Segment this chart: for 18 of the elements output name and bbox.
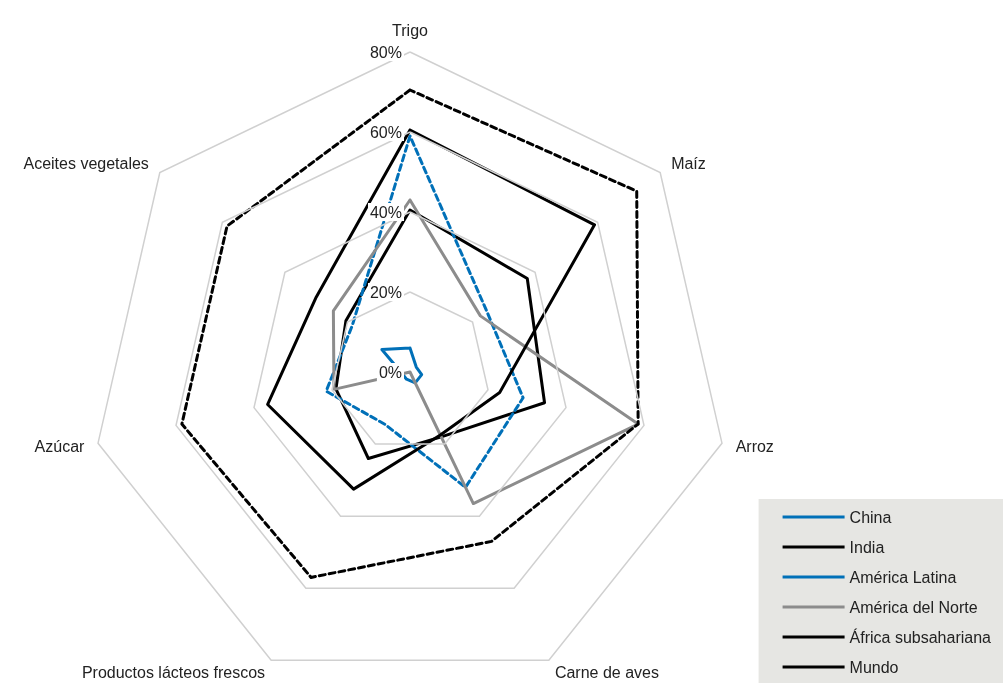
spoke-label: Aceites vegetales: [23, 155, 149, 173]
spoke-label: Productos lácteos frescos: [81, 664, 266, 682]
legend-label: África subsahariana: [849, 627, 992, 646]
legend-label: América Latina: [849, 568, 957, 586]
y-tick-label: 0%: [378, 363, 402, 381]
y-tick-label: 40%: [369, 203, 402, 221]
spoke-label: Arroz: [735, 437, 774, 455]
spoke-label: Trigo: [392, 21, 429, 39]
y-tick-label: 80%: [369, 43, 402, 61]
legend-label: Mundo: [849, 658, 899, 676]
spoke-label: Azúcar: [34, 437, 86, 455]
spoke-label: Maíz: [671, 155, 706, 173]
y-tick-label: 60%: [369, 123, 402, 141]
legend-label: India: [849, 538, 885, 556]
spoke-label: Carne de aves: [554, 664, 659, 682]
legend-label: China: [849, 508, 892, 526]
y-tick-label: 20%: [369, 283, 402, 301]
legend-label: América del Norte: [849, 598, 978, 616]
